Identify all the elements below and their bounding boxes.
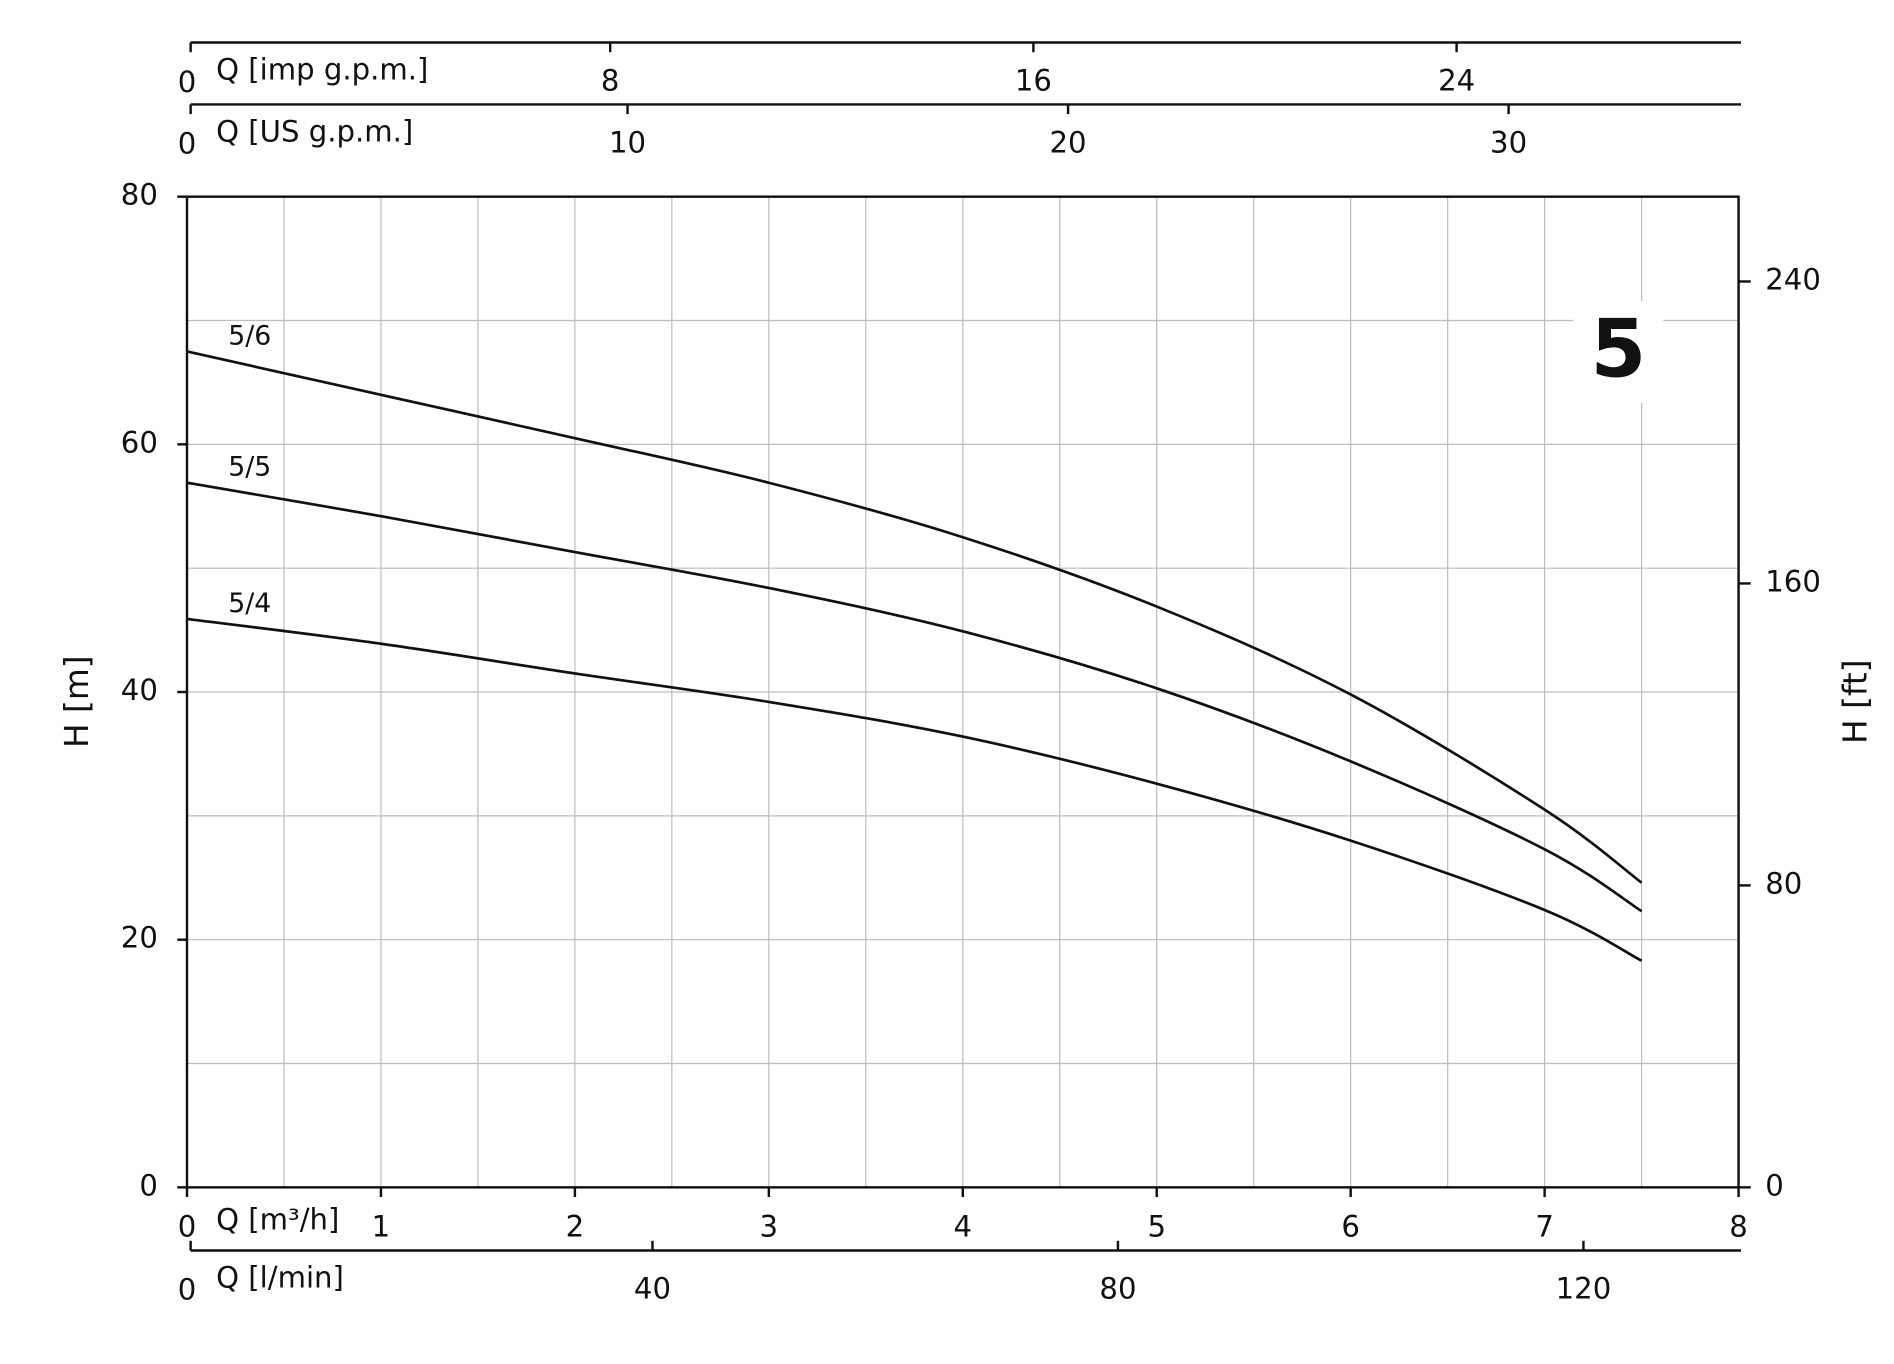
extra-axis-label: Q [US g.p.m.] <box>216 115 413 149</box>
extra-axis-label: Q [imp g.p.m.] <box>216 53 428 87</box>
extra-axis-tick-label: 0 <box>178 127 197 161</box>
x-tick-label: 0 <box>178 1210 197 1244</box>
y2-tick-label: 240 <box>1765 262 1821 296</box>
y-axis-label: H [m] <box>58 655 96 748</box>
x-axis-label: Q [m³/h] <box>216 1202 339 1236</box>
x-tick-label: 5 <box>1147 1210 1166 1244</box>
x-tick-label: 4 <box>954 1210 973 1244</box>
annotation: 5 <box>1591 302 1647 395</box>
curve <box>186 617 1643 962</box>
extra-axis-tick-label: 16 <box>1015 64 1052 98</box>
extra-axis-tick-label: 30 <box>1490 125 1527 159</box>
extra-axis-tick-label: 10 <box>609 125 646 159</box>
curve <box>186 350 1643 884</box>
y2-axis-label: H [ft] <box>1837 660 1875 744</box>
extra-axis-tick-label: 0 <box>178 1273 197 1307</box>
extra-axis-tick-label: 120 <box>1556 1272 1612 1306</box>
extra-axis-tick-label: 80 <box>1099 1272 1136 1306</box>
extra-axis-label: Q [l/min] <box>216 1261 344 1295</box>
y2-tick-label: 0 <box>1765 1168 1784 1202</box>
extra-axis-tick-label: 40 <box>634 1272 671 1306</box>
annotation-bg <box>1573 301 1664 404</box>
y-tick-label: 80 <box>121 178 158 212</box>
x-tick-label: 2 <box>566 1210 585 1244</box>
y-tick-label: 40 <box>121 673 158 707</box>
y-tick-label: 0 <box>139 1168 158 1202</box>
y2-tick-label: 160 <box>1765 564 1821 598</box>
x-tick-label: 6 <box>1341 1210 1360 1244</box>
x-tick-label: 1 <box>372 1210 391 1244</box>
x-tick-label: 8 <box>1729 1210 1748 1244</box>
plot-frame <box>185 195 1740 1189</box>
y2-tick-label: 80 <box>1765 866 1802 900</box>
series-label: 5/4 <box>228 588 271 619</box>
y-tick-label: 20 <box>121 921 158 955</box>
extra-axis-tick-label: 0 <box>178 65 197 99</box>
extra-axis-tick-label: 8 <box>601 64 620 98</box>
series-label: 5/6 <box>228 320 271 351</box>
x-tick-label: 7 <box>1535 1210 1554 1244</box>
x-tick-label: 3 <box>760 1210 779 1244</box>
curve <box>186 481 1643 913</box>
extra-axis-tick-label: 24 <box>1438 64 1475 98</box>
extra-axis-tick-label: 20 <box>1050 125 1087 159</box>
series-label: 5/5 <box>228 452 271 483</box>
y-tick-label: 60 <box>121 425 158 459</box>
